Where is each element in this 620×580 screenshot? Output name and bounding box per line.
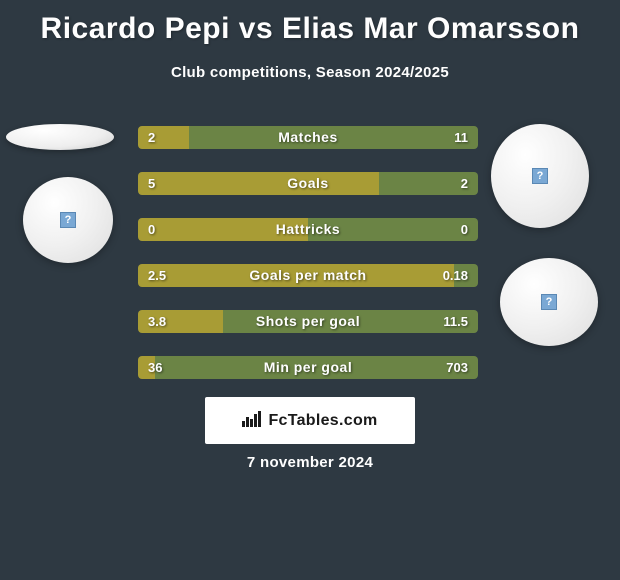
stat-value-left: 3.8 — [148, 310, 166, 333]
player-photo-placeholder — [6, 124, 114, 150]
date-label: 7 november 2024 — [0, 454, 620, 471]
stat-value-right: 0.18 — [443, 264, 468, 287]
stat-value-right: 11 — [454, 126, 468, 149]
stat-label: Matches — [138, 126, 478, 149]
stat-value-left: 36 — [148, 356, 162, 379]
stat-label: Hattricks — [138, 218, 478, 241]
stat-label: Shots per goal — [138, 310, 478, 333]
stat-label: Min per goal — [138, 356, 478, 379]
stat-value-right: 0 — [461, 218, 468, 241]
stat-label: Goals per match — [138, 264, 478, 287]
subtitle: Club competitions, Season 2024/2025 — [0, 64, 620, 81]
image-placeholder-icon: ? — [532, 168, 548, 184]
stat-row: Hattricks0 0 — [138, 218, 478, 241]
stat-value-left: 0 — [148, 218, 155, 241]
comparison-chart: Matches211Goals52Hattricks00Goals per ma… — [138, 126, 478, 402]
player-photo-placeholder: ? — [491, 124, 589, 228]
player-photo-placeholder: ? — [23, 177, 113, 263]
stat-value-left: 2 — [148, 126, 155, 149]
stat-label: Goals — [138, 172, 478, 195]
brand-logo: FcTables.com — [205, 397, 415, 444]
stat-row: Shots per goal3.8 11.5 — [138, 310, 478, 333]
stat-row: Goals5 2 — [138, 172, 478, 195]
image-placeholder-icon: ? — [60, 212, 76, 228]
stat-value-left: 2.5 — [148, 264, 166, 287]
stat-value-right: 703 — [446, 356, 468, 379]
brand-chart-icon — [242, 409, 262, 432]
stat-row: Min per goal36 703 — [138, 356, 478, 379]
brand-text: FcTables.com — [268, 412, 377, 430]
page-title: Ricardo Pepi vs Elias Mar Omarsson — [0, 0, 620, 46]
image-placeholder-icon: ? — [541, 294, 557, 310]
stat-row: Goals per match2.5 0.18 — [138, 264, 478, 287]
stat-value-right: 11.5 — [443, 310, 468, 333]
stat-row: Matches2 11 — [138, 126, 478, 149]
stat-value-right: 2 — [461, 172, 468, 195]
stat-value-left: 5 — [148, 172, 155, 195]
player-photo-placeholder: ? — [500, 258, 598, 346]
